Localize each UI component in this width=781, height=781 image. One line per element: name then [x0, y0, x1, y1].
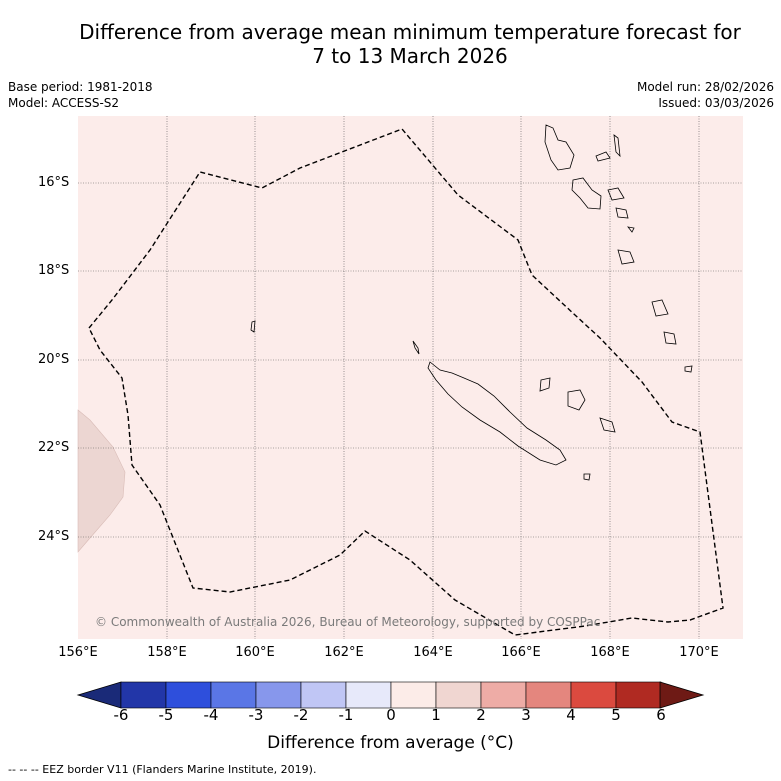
lat-label-22s: 22°S: [38, 440, 70, 455]
colorbar-tick-label: -6: [113, 706, 129, 724]
new-caledonia-coastline: [412, 340, 616, 481]
colorbar-cell: [300, 681, 347, 709]
colorbar-tick-label: 0: [386, 706, 396, 724]
lat-label-18s: 18°S: [38, 263, 70, 278]
base-period: Base period: 1981-2018: [8, 80, 153, 94]
lat-label-20s: 20°S: [38, 352, 70, 367]
chart-title-line-1: Difference from average mean minimum tem…: [79, 20, 741, 44]
eez-legend-note: -- -- -- EEZ border V11 (Flanders Marine…: [8, 763, 317, 776]
metadata-right: Model run: 28/02/2026 Issued: 03/03/2026: [637, 79, 774, 111]
lon-label-166e: 166°E: [501, 645, 541, 660]
colorbar-cell: [390, 681, 437, 709]
colorbar-cell: [570, 681, 617, 709]
colorbar-cell: [345, 681, 392, 709]
colorbar-title: Difference from average (°C): [267, 733, 514, 753]
colorbar: [76, 681, 705, 709]
anomaly-region-west: [77, 409, 126, 553]
colorbar-tick-label: -1: [338, 706, 354, 724]
colorbar-cell: [255, 681, 302, 709]
colorbar-cell: [480, 681, 527, 709]
lon-label-168e: 168°E: [590, 645, 630, 660]
lon-label-164e: 164°E: [413, 645, 453, 660]
colorbar-tick-label: -5: [158, 706, 174, 724]
colorbar-tick-label: 4: [566, 706, 576, 724]
model-name: Model: ACCESS-S2: [8, 96, 120, 110]
lon-label-156e: 156°E: [58, 645, 98, 660]
map-background: [78, 116, 743, 639]
colorbar-cells: [120, 681, 662, 709]
colorbar-tick-label: 1: [431, 706, 441, 724]
lon-label-158e: 158°E: [147, 645, 187, 660]
colorbar-tick-label: 3: [521, 706, 531, 724]
colorbar-cell: [165, 681, 212, 709]
chart-title-line-2: 7 to 13 March 2026: [312, 44, 508, 68]
colorbar-cell: [120, 681, 167, 709]
copyright-notice: © Commonwealth of Australia 2026, Bureau…: [95, 615, 600, 629]
lon-label-170e: 170°E: [679, 645, 719, 660]
colorbar-cell: [210, 681, 257, 709]
colorbar-extend-low: [76, 681, 122, 709]
colorbar-cell: [615, 681, 662, 709]
colorbar-tick-label: 5: [611, 706, 621, 724]
issued-date: Issued: 03/03/2026: [658, 96, 774, 110]
colorbar-tick-label: -3: [248, 706, 264, 724]
lon-label-162e: 162°E: [324, 645, 364, 660]
lat-label-24s: 24°S: [38, 529, 70, 544]
vanuatu-coastline: [250, 124, 693, 373]
colorbar-extend-high: [659, 681, 705, 709]
colorbar-tick-label: 6: [656, 706, 666, 724]
colorbar-cell: [525, 681, 572, 709]
lon-label-160e: 160°E: [235, 645, 275, 660]
colorbar-tick-label: -2: [293, 706, 309, 724]
eez-border: [88, 128, 724, 636]
model-run: Model run: 28/02/2026: [636, 80, 774, 94]
lat-label-16s: 16°S: [38, 175, 70, 190]
colorbar-tick-label: -4: [203, 706, 219, 724]
colorbar-cell: [435, 681, 482, 709]
metadata-left: Base period: 1981-2018 Model: ACCESS-S2: [8, 79, 153, 111]
colorbar-tick-label: 2: [476, 706, 486, 724]
